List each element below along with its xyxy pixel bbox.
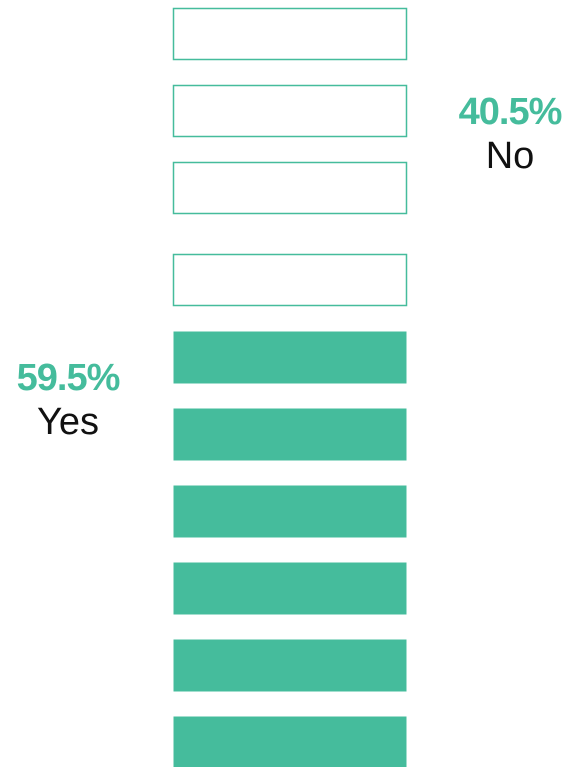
value-label-yes: 59.5% <box>16 357 121 399</box>
value-label-no: 40.5% <box>458 91 563 133</box>
category-label-no: No <box>485 135 535 177</box>
category-label-yes: Yes <box>37 401 99 443</box>
unit-yes-2 <box>173 408 407 461</box>
label-yes: 59.5% Yes <box>6 356 130 444</box>
unit-yes-1 <box>173 331 407 384</box>
unit-yes-5 <box>173 639 407 692</box>
unit-no-2 <box>172 84 408 138</box>
label-no: 40.5% No <box>452 90 568 178</box>
unit-no-4 <box>172 253 408 307</box>
unit-yes-6 <box>173 716 407 767</box>
unit-yes-3 <box>173 485 407 538</box>
unit-yes-4 <box>173 562 407 615</box>
unit-no-1 <box>172 7 408 61</box>
unit-no-3 <box>172 161 408 215</box>
